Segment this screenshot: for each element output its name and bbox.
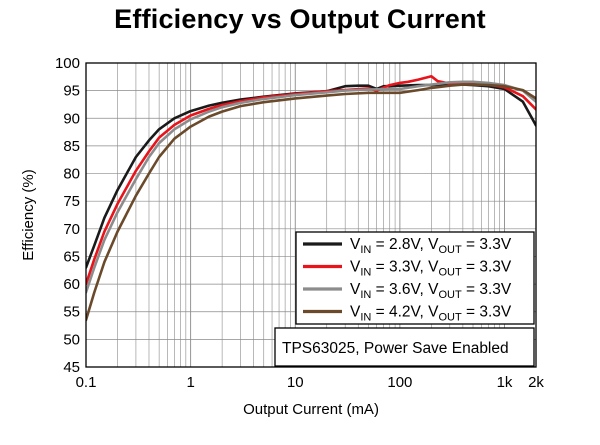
- legend-text-part: V: [428, 304, 439, 321]
- legend-subscript: OUT: [438, 312, 462, 324]
- y-tick-label: 60: [63, 276, 80, 293]
- legend-text-part: = 3.3V: [462, 304, 512, 321]
- legend-entry: VIN = 2.8V, VOUT = 3.3V: [350, 236, 512, 256]
- y-axis-label: Efficiency (%): [20, 169, 37, 260]
- legend-entry: VIN = 4.2V, VOUT = 3.3V: [350, 304, 512, 324]
- legend-text-part: V: [350, 304, 361, 321]
- legend-text-part: = 3.3V: [462, 236, 512, 253]
- x-tick-label: 1: [186, 374, 194, 391]
- annotation-frame: [274, 327, 535, 367]
- y-tick-label: 55: [63, 304, 80, 321]
- plot-frame: [85, 62, 537, 368]
- legend-entry: VIN = 3.6V, VOUT = 3.3V: [350, 281, 512, 301]
- y-tick-label: 50: [63, 331, 80, 348]
- legend-text-part: V: [428, 281, 439, 298]
- x-tick-label: 10: [287, 374, 304, 391]
- chart-title: Efficiency vs Output Current: [114, 4, 486, 34]
- x-tick-label: 100: [387, 374, 412, 391]
- legend-subscript: IN: [360, 267, 371, 279]
- annotation-box: TPS63025, Power Save Enabled: [274, 327, 535, 367]
- legend-subscript: OUT: [438, 289, 462, 301]
- x-tick-label: 2k: [528, 374, 544, 391]
- legend-subscript: IN: [360, 244, 371, 256]
- legend-entry: VIN = 3.3V, VOUT = 3.3V: [350, 259, 512, 279]
- x-tick-label: 1k: [497, 374, 513, 391]
- legend-text-part: V: [350, 281, 361, 298]
- y-tick-label: 75: [63, 193, 80, 210]
- series-line: [86, 83, 536, 322]
- y-tick-label: 95: [63, 83, 80, 100]
- series-lines: [86, 75, 536, 322]
- legend-text-part: V: [428, 236, 439, 253]
- legend-subscript: OUT: [438, 244, 462, 256]
- y-tick-label: 70: [63, 221, 80, 238]
- legend-text-part: = 2.8V,: [371, 236, 428, 253]
- y-tick-label: 90: [63, 110, 80, 127]
- x-tick-label: 0.1: [76, 374, 97, 391]
- legend-subscript: IN: [360, 289, 371, 301]
- axis-ticks: 45 50 55 60 65 70 75 80 85 90 95 100 0.1 1 10 100 1k 2k: [55, 55, 544, 391]
- y-tick-label: 45: [63, 359, 80, 376]
- x-axis-label: Output Current (mA): [243, 401, 379, 418]
- y-tick-label: 85: [63, 138, 80, 155]
- legend-text-part: = 4.2V,: [371, 304, 428, 321]
- y-tick-label: 80: [63, 166, 80, 183]
- legend-subscript: IN: [360, 312, 371, 324]
- annotation-text: TPS63025, Power Save Enabled: [282, 340, 509, 357]
- y-tick-label: 65: [63, 248, 80, 265]
- series-line: [86, 80, 536, 294]
- legend-text-part: = 3.6V,: [371, 281, 428, 298]
- legend-text-part: V: [428, 259, 439, 276]
- legend-subscript: OUT: [438, 267, 462, 279]
- legend-text-part: = 3.3V: [462, 259, 512, 276]
- legend-box: [295, 231, 535, 325]
- legend-text-part: V: [350, 259, 361, 276]
- y-tick-label: 100: [55, 55, 80, 72]
- legend-text-part: V: [350, 236, 361, 253]
- legend-text-part: = 3.3V: [462, 281, 512, 298]
- legend-text-part: = 3.3V,: [371, 259, 428, 276]
